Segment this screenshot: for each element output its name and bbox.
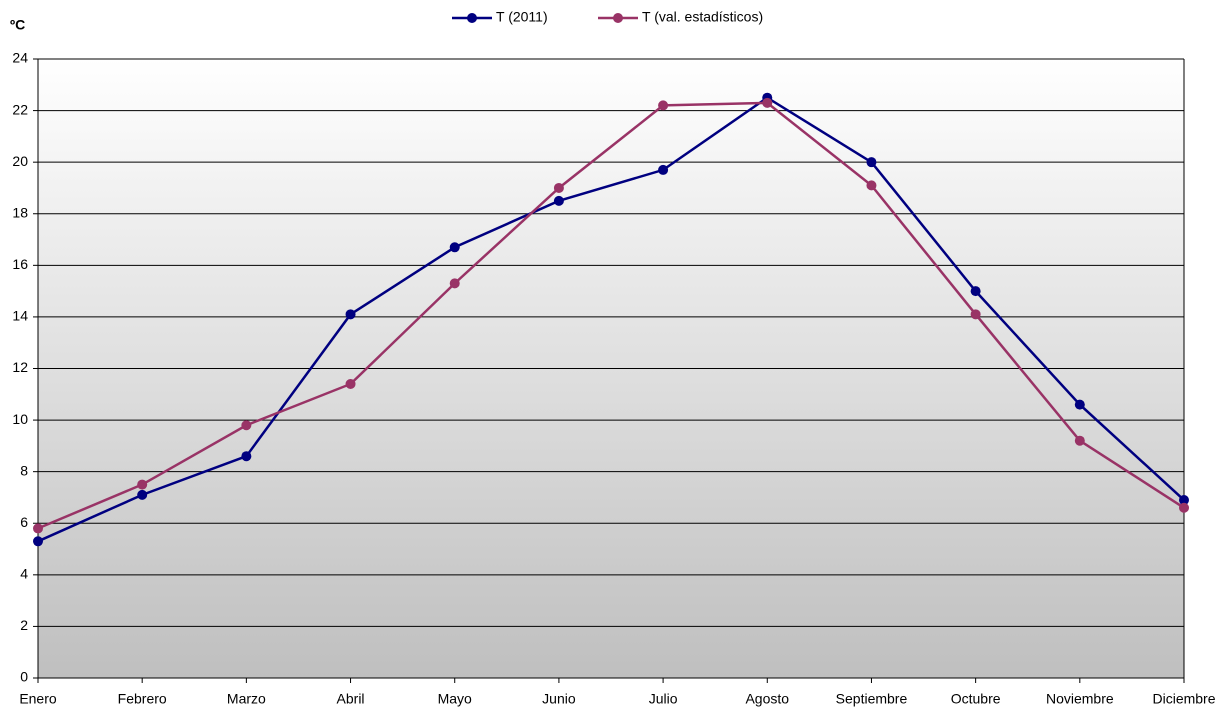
data-point bbox=[137, 489, 148, 500]
y-tick-label: 14 bbox=[12, 308, 28, 324]
data-point bbox=[866, 180, 877, 191]
x-tick-label: Julio bbox=[649, 691, 678, 707]
series-line bbox=[37, 101, 1185, 530]
legend-label: T (2011) bbox=[496, 9, 548, 25]
data-point bbox=[970, 286, 981, 297]
data-point bbox=[137, 479, 148, 490]
series-line bbox=[37, 96, 1185, 543]
data-point bbox=[553, 195, 564, 206]
y-tick-label: 20 bbox=[12, 153, 28, 169]
y-tick-label: 12 bbox=[12, 359, 28, 375]
legend-marker bbox=[613, 13, 623, 23]
x-tick-label: Diciembre bbox=[1152, 691, 1215, 707]
data-point bbox=[866, 157, 877, 168]
y-tick-label: 0 bbox=[20, 669, 28, 685]
x-tick-label: Abril bbox=[337, 691, 365, 707]
x-tick-label: Noviembre bbox=[1046, 691, 1114, 707]
y-tick-label: 6 bbox=[20, 514, 28, 530]
y-tick-label: 22 bbox=[12, 101, 28, 117]
data-point bbox=[658, 164, 669, 175]
y-tick-label: 8 bbox=[20, 462, 28, 478]
x-tick-label: Marzo bbox=[227, 691, 266, 707]
data-point bbox=[345, 309, 356, 320]
x-tick-label: Mayo bbox=[438, 691, 472, 707]
data-point bbox=[1179, 495, 1189, 506]
x-tick-label: Junio bbox=[542, 691, 576, 707]
y-tick-label: 18 bbox=[12, 204, 28, 220]
data-point bbox=[553, 182, 564, 193]
y-tick-label: 10 bbox=[12, 411, 28, 427]
y-tick-label: 4 bbox=[20, 566, 28, 582]
data-point bbox=[1179, 502, 1189, 513]
data-point bbox=[241, 451, 252, 462]
y-tick-label: 24 bbox=[12, 50, 28, 66]
data-point bbox=[1074, 399, 1085, 410]
x-tick-label: Octubre bbox=[951, 691, 1001, 707]
x-tick-label: Septiembre bbox=[836, 691, 908, 707]
data-point bbox=[241, 420, 252, 431]
data-point bbox=[449, 242, 460, 253]
y-axis-label: ºC bbox=[10, 17, 25, 33]
data-point bbox=[658, 100, 669, 111]
x-tick-label: Agosto bbox=[745, 691, 789, 707]
data-point bbox=[449, 278, 460, 289]
data-point bbox=[1074, 435, 1085, 446]
x-tick-label: Febrero bbox=[118, 691, 167, 707]
data-point bbox=[345, 378, 356, 389]
data-point bbox=[33, 536, 43, 547]
data-point bbox=[33, 523, 43, 534]
y-tick-label: 16 bbox=[12, 256, 28, 272]
y-tick-label: 2 bbox=[20, 617, 28, 633]
data-point bbox=[970, 309, 981, 320]
legend-marker bbox=[467, 13, 477, 23]
x-tick-label: Enero bbox=[19, 691, 57, 707]
legend-label: T (val. estadísticos) bbox=[642, 9, 763, 25]
data-point bbox=[762, 97, 773, 108]
